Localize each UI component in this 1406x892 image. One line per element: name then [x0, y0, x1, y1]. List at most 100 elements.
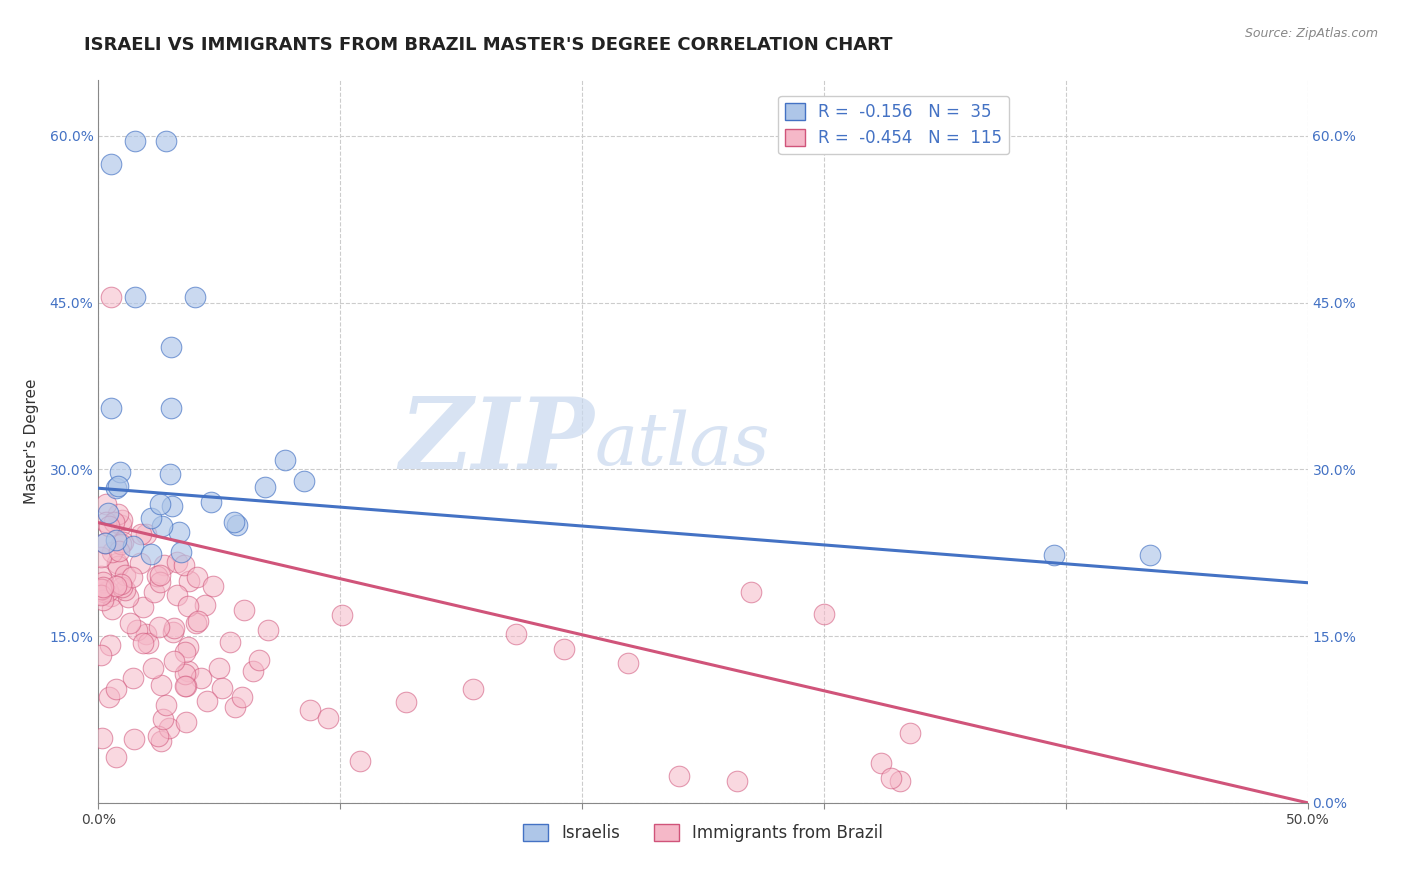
Point [174, 645, 197, 659]
Point [124, 290, 146, 304]
Point [132, 636, 155, 650]
Legend: Israelis, Immigrants from Brazil: Israelis, Immigrants from Brazil [516, 817, 890, 848]
Point [247, 653, 270, 667]
Point [226, 518, 249, 533]
Point [163, 654, 186, 668]
Point [157, 721, 180, 735]
Point [131, 527, 153, 541]
Point [90, 588, 112, 602]
Point [186, 570, 208, 584]
Point [166, 555, 188, 569]
Point [94, 536, 117, 550]
Point [177, 574, 200, 588]
Point [125, 623, 148, 637]
Point [97, 583, 120, 598]
Point [898, 725, 921, 739]
Point [100, 401, 122, 416]
Point [142, 585, 165, 599]
Point [97, 506, 120, 520]
Point [90, 731, 112, 746]
Point [1139, 548, 1161, 562]
Point [159, 467, 181, 481]
Point [150, 518, 173, 533]
Point [155, 698, 177, 713]
Point [110, 517, 132, 532]
Point [202, 579, 225, 593]
Point [150, 678, 173, 692]
Point [616, 656, 638, 670]
Point [257, 624, 280, 638]
Point [122, 539, 145, 553]
Point [91, 593, 114, 607]
Point [132, 600, 155, 615]
Point [149, 568, 172, 582]
Point [740, 584, 762, 599]
Point [104, 482, 127, 496]
Point [232, 603, 254, 617]
Point [100, 290, 122, 304]
Point [160, 401, 183, 416]
Point [90, 648, 112, 663]
Point [298, 702, 321, 716]
Point [155, 135, 177, 149]
Point [461, 681, 484, 696]
Point [190, 671, 212, 685]
Point [174, 667, 197, 681]
Point [668, 769, 690, 783]
Point [90, 582, 112, 596]
Point [505, 626, 527, 640]
Point [91, 582, 114, 596]
Point [100, 156, 122, 170]
Point [91, 580, 114, 594]
Point [162, 625, 184, 640]
Point [101, 545, 124, 559]
Point [880, 771, 903, 785]
Text: ZIP: ZIP [399, 393, 595, 490]
Point [94, 536, 117, 550]
Point [316, 711, 339, 725]
Point [114, 582, 136, 597]
Point [224, 516, 246, 530]
Y-axis label: Master's Degree: Master's Degree [24, 379, 38, 504]
Point [173, 680, 195, 694]
Point [174, 715, 197, 730]
Point [224, 699, 246, 714]
Point [330, 607, 353, 622]
Point [90, 587, 112, 601]
Point [242, 665, 264, 679]
Point [107, 507, 129, 521]
Point [136, 636, 159, 650]
Point [725, 773, 748, 788]
Point [141, 547, 163, 561]
Point [889, 773, 911, 788]
Point [91, 574, 114, 589]
Point [395, 695, 418, 709]
Point [1042, 548, 1064, 562]
Point [90, 549, 112, 564]
Point [90, 569, 112, 583]
Point [176, 640, 198, 655]
Point [135, 627, 157, 641]
Point [186, 616, 208, 631]
Point [135, 527, 157, 541]
Point [110, 537, 132, 551]
Point [120, 615, 142, 630]
Point [105, 557, 128, 571]
Point [100, 638, 122, 652]
Point [200, 495, 222, 509]
Point [97, 690, 120, 704]
Text: atlas: atlas [595, 410, 769, 481]
Point [139, 510, 162, 524]
Point [274, 453, 297, 467]
Point [553, 641, 575, 656]
Point [163, 622, 186, 636]
Point [173, 558, 195, 572]
Point [121, 570, 143, 584]
Text: ISRAELI VS IMMIGRANTS FROM BRAZIL MASTER'S DEGREE CORRELATION CHART: ISRAELI VS IMMIGRANTS FROM BRAZIL MASTER… [84, 36, 893, 54]
Point [104, 533, 127, 548]
Point [253, 480, 276, 494]
Point [184, 290, 207, 304]
Point [93, 584, 115, 599]
Point [111, 534, 134, 549]
Point [110, 577, 132, 591]
